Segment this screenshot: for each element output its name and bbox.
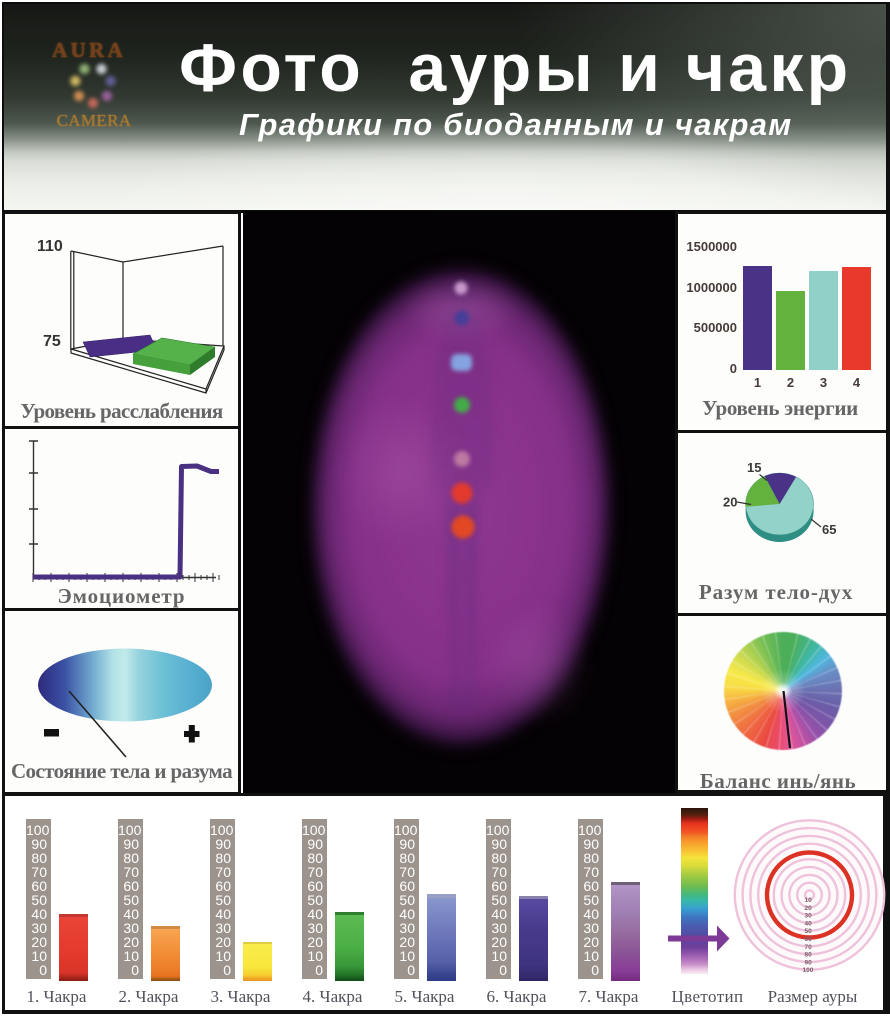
svg-text:10: 10 [805, 897, 813, 904]
svg-text:80: 80 [805, 952, 813, 959]
svg-text:50: 50 [805, 928, 813, 935]
svg-text:70: 70 [805, 944, 813, 951]
svg-text:30: 30 [805, 913, 813, 920]
svg-text:90: 90 [805, 959, 813, 966]
svg-text:20: 20 [805, 905, 813, 912]
svg-text:20: 20 [723, 495, 737, 510]
svg-text:40: 40 [805, 920, 813, 927]
svg-text:60: 60 [805, 936, 813, 943]
svg-text:15: 15 [747, 460, 761, 475]
svg-text:100: 100 [803, 967, 814, 974]
svg-text:65: 65 [822, 522, 836, 537]
